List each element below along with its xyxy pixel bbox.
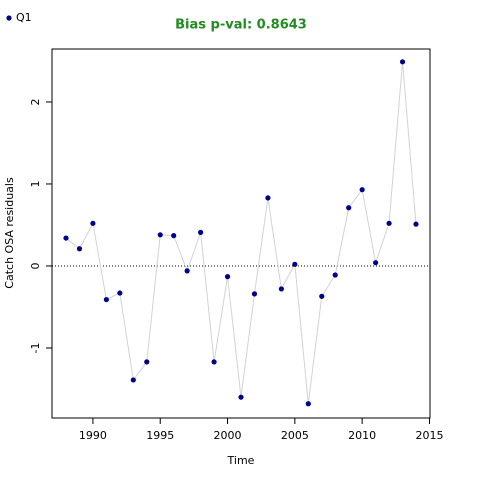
data-point xyxy=(103,296,109,303)
x-tick-label: 1995 xyxy=(146,429,174,442)
data-point xyxy=(399,59,406,65)
x-tick-label: 2000 xyxy=(214,429,242,442)
plot-frame xyxy=(51,48,431,419)
data-point xyxy=(332,272,338,278)
y-tick-label: 0 xyxy=(29,262,42,269)
legend-marker xyxy=(6,15,12,21)
x-axis-label: Time xyxy=(227,454,255,467)
data-point xyxy=(198,229,204,235)
x-tick-label: 1990 xyxy=(79,429,107,442)
x-tick-label: 2010 xyxy=(348,429,376,442)
data-point xyxy=(157,232,163,238)
data-point xyxy=(238,394,244,400)
data-point xyxy=(359,187,365,193)
data-point xyxy=(171,233,177,239)
legend-label: Q1 xyxy=(16,11,32,24)
data-point xyxy=(63,235,69,241)
x-tick-label: 2005 xyxy=(281,429,309,442)
data-point xyxy=(278,286,284,292)
data-point xyxy=(130,377,136,383)
data-point xyxy=(251,291,258,297)
data-point xyxy=(90,220,96,226)
data-point xyxy=(373,260,379,266)
data-point xyxy=(319,293,325,299)
data-point xyxy=(117,290,123,296)
data-point xyxy=(224,274,231,280)
data-point xyxy=(305,401,311,407)
data-point xyxy=(346,205,352,211)
y-tick-label: 2 xyxy=(29,98,42,105)
data-point xyxy=(211,359,217,365)
data-point xyxy=(144,359,150,365)
data-point xyxy=(265,195,271,201)
data-point xyxy=(386,220,392,226)
data-point xyxy=(413,221,419,227)
data-point xyxy=(292,261,298,267)
x-tick-label: 2015 xyxy=(415,429,443,442)
data-point xyxy=(76,246,83,252)
series-line xyxy=(65,61,417,404)
y-tick-label: 1 xyxy=(29,180,42,187)
y-axis-label: Catch OSA residuals xyxy=(3,177,16,289)
chart-title: Bias p-val: 0.8643 xyxy=(175,18,307,33)
y-tick-label: -1 xyxy=(29,342,42,353)
data-point xyxy=(184,268,190,274)
